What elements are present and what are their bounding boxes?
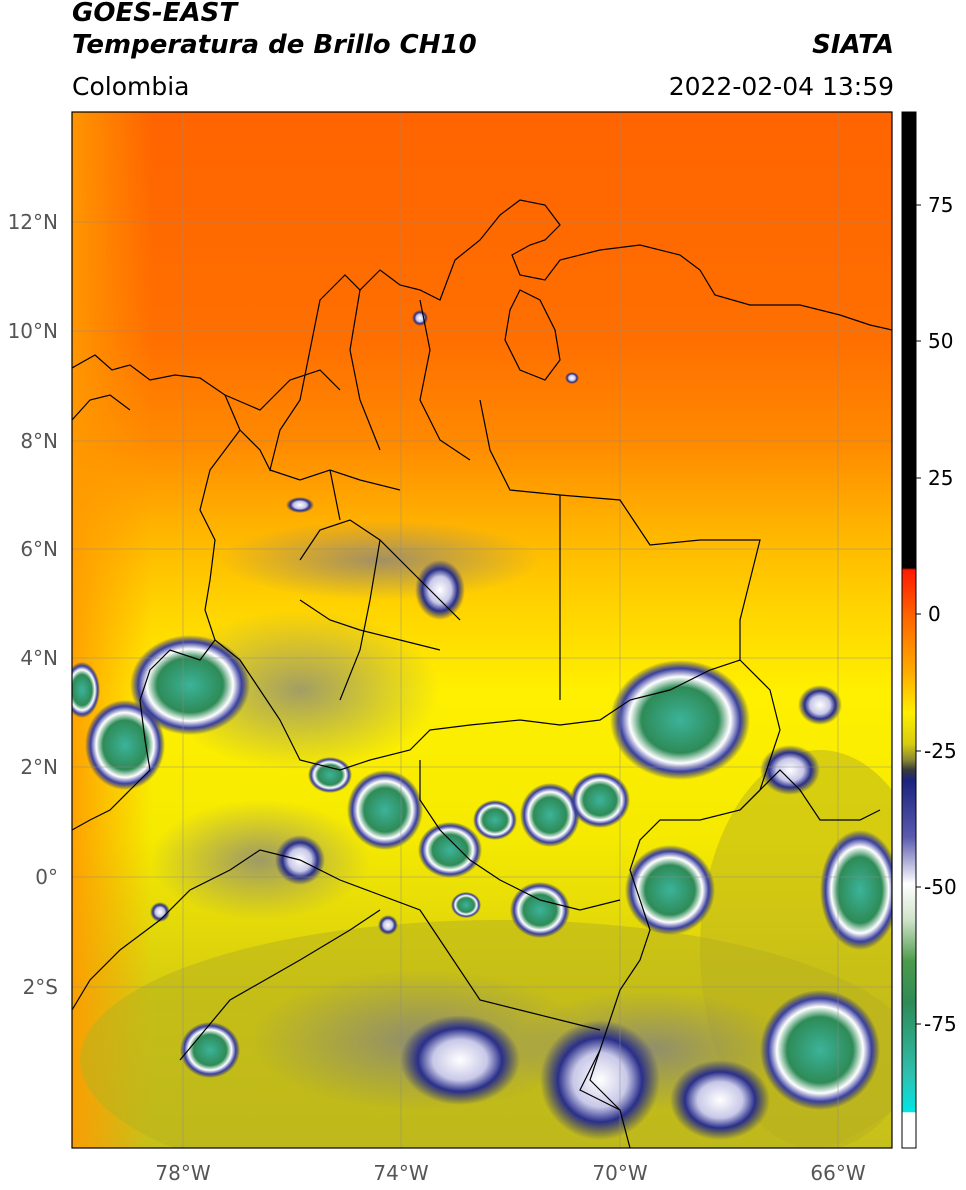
latitude-labels: 12°N 10°N 8°N 6°N 4°N 2°N 0° 2°S: [8, 210, 58, 999]
lat-label: 4°N: [20, 646, 58, 670]
colorbar-tick: -75: [924, 1012, 957, 1036]
lat-label: 0°: [35, 865, 58, 889]
lat-label: 10°N: [8, 319, 58, 343]
title-line-2: Temperatura de Brillo CH10: [72, 30, 477, 60]
source-label: SIATA: [812, 30, 894, 60]
graticule: [72, 112, 892, 1148]
lat-label: 6°N: [20, 537, 58, 561]
title-line-1: GOES-EAST: [72, 0, 238, 28]
satellite-image: [72, 112, 892, 1148]
region-label: Colombia: [72, 72, 190, 101]
lat-label: 2°S: [23, 975, 58, 999]
lon-label: 78°W: [155, 1161, 210, 1185]
colorbar-tick: 75: [928, 193, 953, 217]
colorbar-tick: -25: [924, 739, 957, 763]
lat-label: 2°N: [20, 755, 58, 779]
datetime-label: 2022-02-04 13:59: [668, 72, 894, 101]
colorbar-tick: -50: [924, 875, 957, 899]
colorbar-scale: [901, 111, 917, 1149]
coastlines-borders: [72, 199, 892, 1148]
lon-label: 66°W: [810, 1161, 865, 1185]
colorbar-tick: 25: [928, 466, 953, 490]
longitude-labels: 78°W 74°W 70°W 66°W: [155, 1161, 865, 1185]
lat-label: 12°N: [8, 210, 58, 234]
lon-label: 70°W: [592, 1161, 647, 1185]
colorbar-tick: 0: [928, 602, 941, 626]
colorbar: 75 50 25 0 -25 -50 -75: [901, 111, 957, 1149]
lon-label: 74°W: [373, 1161, 428, 1185]
colorbar-tick: 50: [928, 329, 953, 353]
cloud-cells: [72, 310, 892, 1140]
map-frame: [71, 111, 893, 1149]
lat-label: 8°N: [20, 429, 58, 453]
